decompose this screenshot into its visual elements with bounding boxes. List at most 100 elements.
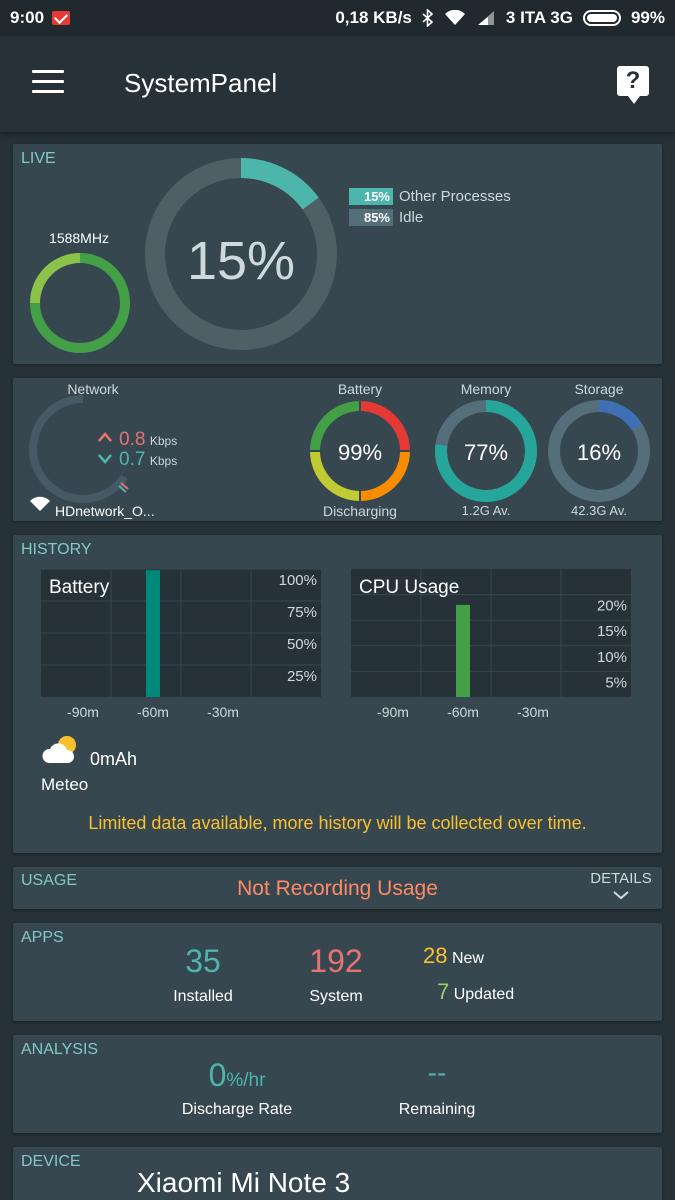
remaining-label: Remaining — [398, 1101, 476, 1118]
menu-icon[interactable] — [32, 70, 64, 94]
cpu-legend: 15% Other Processes 85% Idle — [349, 188, 511, 230]
usage-label: USAGE — [21, 872, 78, 889]
legend-label: Idle — [399, 209, 424, 226]
device-label: DEVICE — [21, 1153, 81, 1170]
system-count: 192 — [309, 943, 363, 979]
chart-title: CPU Usage — [359, 577, 459, 598]
memory-ring — [435, 400, 537, 502]
new-apps: 28 New — [423, 943, 484, 969]
y-tick-label: 25% — [287, 668, 317, 685]
new-count: 28 — [423, 943, 448, 968]
battery-ring — [310, 401, 410, 501]
history-card[interactable]: HISTORY 100% 75% 50% 25% Battery -90m -60m -30m… — [13, 535, 662, 853]
memory-available: 1.2G Av. — [461, 503, 511, 518]
legend-label: Other Processes — [399, 188, 511, 205]
legend-value: 85% — [349, 209, 393, 226]
status-bar: 9:00 0,18 KB/s 3 ITA 3G 99% — [0, 0, 675, 36]
live-card[interactable]: LIVE 1588MHz 15% 15% Other Processes 85% Id… — [13, 144, 662, 364]
stats-card[interactable]: Network 0.8 Kbps 0.7 Kbps HDnetwork_O...… — [13, 378, 662, 521]
memory-label: Memory — [460, 381, 512, 397]
upload-unit: Kbps — [149, 434, 178, 448]
help-icon[interactable]: ? — [617, 66, 649, 104]
updated-count: 7 — [437, 979, 450, 1004]
x-tick-label: -90m — [377, 704, 409, 720]
download-arrow-icon — [98, 454, 112, 464]
upload-value: 0.8 — [119, 429, 146, 450]
battery-label: Battery — [337, 381, 383, 397]
apps-label: APPS — [21, 929, 64, 946]
installed-label: Installed — [173, 988, 233, 1005]
download-value: 0.7 — [119, 449, 146, 470]
app-title: SystemPanel — [124, 68, 278, 98]
storage-value: 16% — [576, 440, 622, 465]
y-tick-label: 5% — [605, 674, 627, 691]
analysis-card[interactable]: ANALYSIS 0%/hr Discharge Rate -- Remaini… — [13, 1035, 662, 1133]
device-card[interactable]: DEVICE Xiaomi Mi Note 3 — [13, 1147, 662, 1200]
system-label: System — [309, 988, 363, 1005]
details-label: DETAILS — [590, 870, 652, 887]
new-label: New — [451, 950, 484, 967]
cpu-usage-ring — [145, 158, 337, 350]
chevron-down-icon — [613, 891, 629, 900]
wifi-icon — [30, 496, 50, 511]
y-tick-label: 20% — [597, 598, 627, 615]
y-tick-label: 15% — [597, 623, 627, 640]
wifi-icon — [444, 10, 465, 25]
y-tick-label: 75% — [287, 604, 317, 621]
cpu-frequency: 1588MHz — [49, 230, 109, 246]
network-speed: 0,18 KB/s — [335, 8, 412, 27]
usage-card[interactable]: USAGE Not Recording Usage DETAILS — [13, 867, 662, 909]
cpu-frequency-ring — [30, 253, 130, 353]
network-download: 0.7 Kbps — [119, 449, 177, 471]
mah-value: 0mAh — [90, 749, 138, 769]
meteo-icon — [42, 736, 76, 763]
memory-value: 77% — [463, 440, 509, 465]
y-tick-label: 10% — [597, 649, 627, 666]
legend-value: 15% — [349, 188, 393, 205]
cpu-percent: 15% — [186, 231, 296, 291]
updated-apps: 7 Updated — [437, 979, 514, 1005]
live-label: LIVE — [21, 150, 56, 167]
x-tick-label: -90m — [67, 704, 99, 720]
battery-value: 99% — [337, 440, 383, 465]
chart-title: Battery — [49, 577, 110, 598]
discharge-rate: 0%/hr — [147, 1057, 327, 1094]
storage-label: Storage — [574, 381, 624, 397]
x-tick-label: -60m — [447, 704, 479, 720]
discharge-rate-label: Discharge Rate — [181, 1101, 293, 1118]
details-button[interactable]: DETAILS — [583, 870, 659, 905]
gmail-icon — [52, 11, 71, 25]
carrier-label: 3 ITA 3G — [505, 8, 573, 27]
download-unit: Kbps — [149, 454, 178, 468]
remaining-value: -- — [427, 1057, 447, 1088]
battery-percent: 99% — [630, 8, 665, 27]
cpu-history-chart: 20% 15% 10% 5% CPU Usage -90m -60m -30m — [351, 569, 631, 720]
network-ring — [29, 395, 137, 503]
battery-icon — [582, 10, 621, 26]
discharge-rate-value: 0 — [208, 1057, 227, 1093]
y-tick-label: 100% — [279, 572, 317, 589]
usage-status: Not Recording Usage — [237, 877, 438, 900]
analysis-label: ANALYSIS — [21, 1041, 99, 1058]
network-upload: 0.8 Kbps — [119, 429, 177, 451]
history-label: HISTORY — [21, 541, 92, 558]
history-bar — [146, 570, 160, 697]
legend-item: 15% Other Processes — [349, 188, 511, 205]
history-bar — [456, 604, 470, 697]
network-label: Network — [67, 381, 119, 397]
x-tick-label: -30m — [517, 704, 549, 720]
apps-card[interactable]: APPS 35 Installed 192 System 28 New 7 Up… — [13, 923, 662, 1021]
meteo-label: Meteo — [41, 775, 89, 794]
app-bar: SystemPanel ? — [0, 36, 675, 132]
legend-item: 85% Idle — [349, 209, 511, 226]
discharge-rate-unit: %/hr — [226, 1070, 266, 1091]
battery-history-chart: 100% 75% 50% 25% Battery -90m -60m -30m — [41, 568, 321, 720]
updated-label: Updated — [453, 986, 515, 1003]
storage-ring — [548, 400, 650, 502]
battery-status: Discharging — [323, 503, 397, 519]
device-name: Xiaomi Mi Note 3 — [137, 1167, 351, 1198]
x-tick-label: -30m — [207, 704, 239, 720]
storage-available: 42.3G Av. — [571, 503, 627, 518]
upload-arrow-icon — [98, 432, 112, 442]
cpu-ring-fill — [145, 158, 337, 350]
